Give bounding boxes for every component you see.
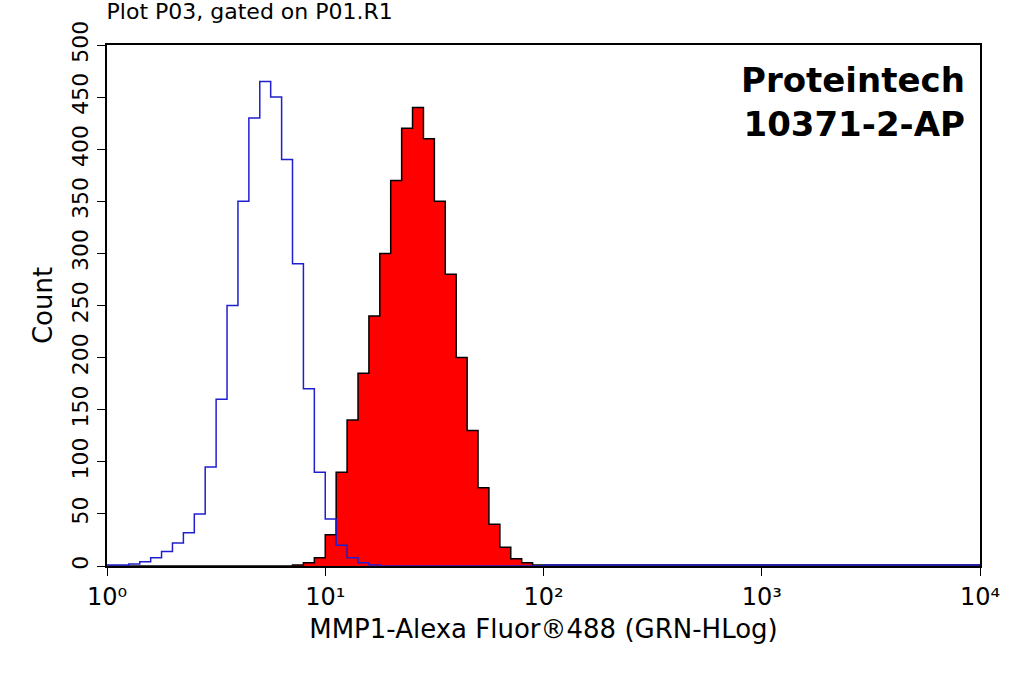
svg-text:10²: 10² <box>523 583 563 611</box>
svg-text:100: 100 <box>68 438 93 480</box>
svg-text:MMP1-Alexa Fluor®488 (GRN-HLog: MMP1-Alexa Fluor®488 (GRN-HLog) <box>309 614 778 644</box>
svg-text:350: 350 <box>68 177 93 219</box>
svg-text:300: 300 <box>68 229 93 271</box>
svg-text:10⁰: 10⁰ <box>87 583 127 611</box>
svg-text:250: 250 <box>68 281 93 323</box>
svg-text:10⁴: 10⁴ <box>960 583 1000 611</box>
svg-text:Proteintech10371-2-AP: Proteintech10371-2-AP <box>741 60 965 144</box>
svg-text:Plot P03, gated on P01.R1: Plot P03, gated on P01.R1 <box>107 0 393 24</box>
svg-text:200: 200 <box>68 333 93 375</box>
svg-text:Count: Count <box>28 267 58 344</box>
svg-text:400: 400 <box>68 125 93 167</box>
svg-text:10¹: 10¹ <box>305 583 345 611</box>
svg-text:450: 450 <box>68 73 93 115</box>
svg-text:150: 150 <box>68 385 93 427</box>
svg-text:0: 0 <box>68 556 93 570</box>
svg-text:10³: 10³ <box>742 583 782 611</box>
svg-text:500: 500 <box>68 21 93 63</box>
svg-text:50: 50 <box>68 497 93 525</box>
